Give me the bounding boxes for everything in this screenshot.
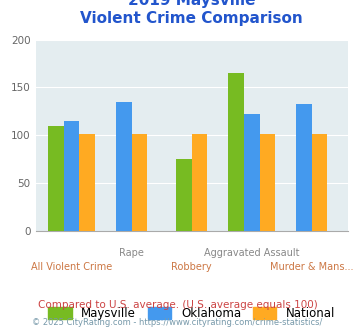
Text: Aggravated Assault: Aggravated Assault (204, 248, 300, 257)
Text: Murder & Mans...: Murder & Mans... (270, 262, 354, 272)
Bar (192, 134, 207, 231)
Legend: Maysville, Oklahoma, National: Maysville, Oklahoma, National (43, 302, 340, 325)
Text: Compared to U.S. average. (U.S. average equals 100): Compared to U.S. average. (U.S. average … (38, 300, 317, 310)
Bar (132, 134, 147, 231)
Bar (260, 134, 275, 231)
Text: © 2025 CityRating.com - https://www.cityrating.com/crime-statistics/: © 2025 CityRating.com - https://www.city… (32, 318, 323, 327)
Bar (312, 134, 327, 231)
Bar (64, 121, 80, 231)
Bar (176, 159, 192, 231)
Bar (228, 73, 244, 231)
Text: Robbery: Robbery (171, 262, 212, 272)
Text: Rape: Rape (119, 248, 144, 257)
Bar (244, 114, 260, 231)
Text: Violent Crime Comparison: Violent Crime Comparison (80, 12, 303, 26)
Bar (116, 102, 132, 231)
Bar (296, 104, 312, 231)
Text: 2019 Maysville: 2019 Maysville (128, 0, 256, 8)
Text: All Violent Crime: All Violent Crime (31, 262, 112, 272)
Bar (48, 126, 64, 231)
Bar (80, 134, 95, 231)
